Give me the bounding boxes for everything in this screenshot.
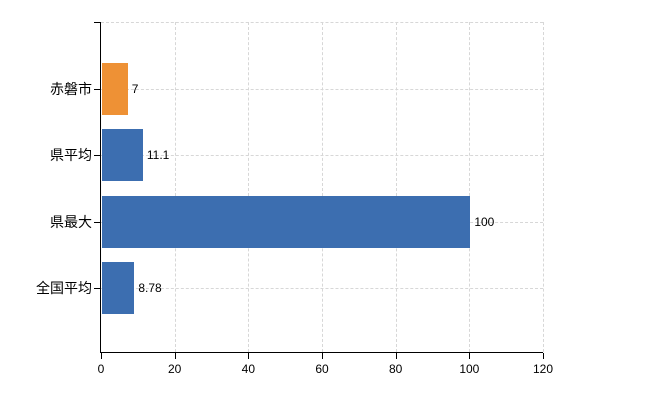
x-axis-tick-label: 20 [167, 362, 182, 376]
y-axis-top-tick-mark [94, 22, 101, 23]
x-axis-tick-mark [174, 353, 176, 359]
x-axis-tick-mark [322, 353, 323, 359]
x-axis-tick-label: 0 [97, 362, 105, 376]
vertical-gridline [322, 22, 323, 352]
x-axis-tick-label: 80 [388, 362, 403, 376]
vertical-gridline [395, 22, 397, 352]
horizontal-gridline [101, 155, 543, 156]
bar [102, 195, 471, 248]
horizontal-gridline [101, 288, 543, 289]
bar-value-label: 7 [131, 81, 139, 96]
y-axis-category-label: 全国平均 [36, 280, 92, 296]
y-axis-tick-mark [94, 288, 101, 289]
vertical-gridline [469, 22, 471, 352]
bar [102, 62, 128, 115]
vertical-gridline [174, 22, 176, 352]
x-axis-tick-mark [543, 353, 544, 359]
bar [102, 262, 135, 314]
y-axis-category-label: 県最大 [50, 213, 92, 230]
bar [102, 129, 143, 181]
x-axis-tick-mark [395, 353, 397, 359]
x-axis-tick-label: 40 [241, 362, 255, 376]
y-axis-tick-mark [94, 88, 101, 90]
x-axis-tick-mark [469, 353, 471, 359]
y-axis-tick-mark [94, 221, 101, 223]
horizontal-gridline-top [101, 22, 543, 23]
vertical-gridline [543, 22, 544, 352]
vertical-gridline [248, 22, 250, 352]
axis-lines [100, 22, 543, 353]
x-axis-tick-label: 60 [315, 362, 329, 376]
x-axis-tick-mark [248, 353, 250, 359]
x-axis-tick-mark [101, 353, 102, 359]
x-axis-tick-label: 120 [532, 362, 554, 376]
y-axis-category-label: 赤磐市 [50, 80, 92, 97]
x-axis-tick-label: 100 [459, 362, 480, 376]
bar-value-label: 8.78 [138, 281, 162, 295]
bar-value-label: 11.1 [146, 148, 170, 162]
y-axis-category-label: 県平均 [50, 147, 92, 163]
y-axis-tick-mark [94, 155, 101, 156]
bar-value-label: 100 [474, 214, 495, 229]
horizontal-gridline [101, 88, 543, 90]
